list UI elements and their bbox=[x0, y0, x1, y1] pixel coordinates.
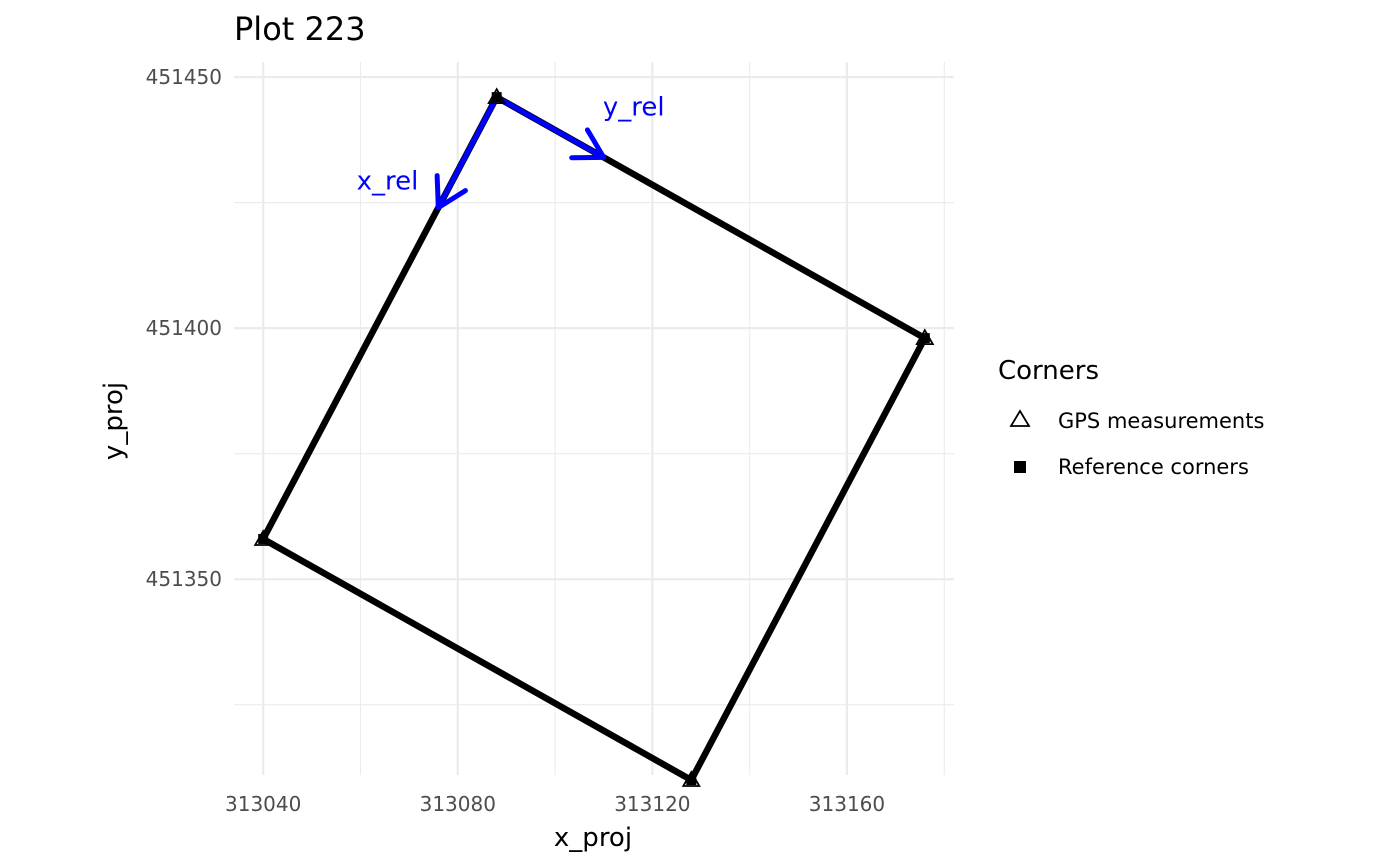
legend-square-icon bbox=[1014, 461, 1026, 473]
reference-corner-point bbox=[491, 92, 502, 103]
y-axis-title: y_proj bbox=[99, 382, 129, 460]
arrow-x_rel-head bbox=[434, 173, 468, 211]
legend-triangle-icon bbox=[1009, 409, 1031, 427]
x-tick-label: 313120 bbox=[614, 792, 690, 816]
reference-corner-point bbox=[258, 534, 269, 545]
grid bbox=[234, 62, 954, 775]
corner-points bbox=[253, 87, 935, 787]
arrow-y_rel-head bbox=[569, 127, 607, 161]
y-tick-label: 451400 bbox=[146, 316, 222, 340]
legend-title: Corners bbox=[998, 356, 1099, 386]
legend: Corners GPS measurements Reference corne… bbox=[998, 356, 1264, 479]
legend-label-gps: GPS measurements bbox=[1058, 409, 1264, 433]
plot-boundary bbox=[259, 93, 929, 784]
plot-polygon bbox=[259, 93, 929, 784]
arrow-label-x_rel: x_rel bbox=[357, 167, 419, 197]
arrow-y_rel-shaft bbox=[494, 94, 607, 160]
x-tick-label: 313080 bbox=[420, 792, 496, 816]
x-tick-label: 313040 bbox=[225, 792, 301, 816]
reference-corner-point bbox=[686, 775, 697, 786]
legend-label-reference: Reference corners bbox=[1058, 455, 1249, 479]
chart-title: Plot 223 bbox=[234, 10, 366, 48]
y-axis-ticks: 451350 451400 451450 bbox=[146, 65, 222, 591]
reference-corner-point bbox=[919, 333, 930, 344]
x-axis-title: x_proj bbox=[554, 823, 632, 853]
y-tick-label: 451350 bbox=[146, 567, 222, 591]
arrow-x_rel-shaft bbox=[435, 94, 500, 211]
direction-arrows: x_rel y_rel bbox=[357, 92, 665, 211]
y-tick-label: 451450 bbox=[146, 65, 222, 89]
x-tick-label: 313160 bbox=[809, 792, 885, 816]
x-axis-ticks: 313040 313080 313120 313160 bbox=[225, 792, 885, 816]
arrow-label-y_rel: y_rel bbox=[603, 92, 665, 122]
